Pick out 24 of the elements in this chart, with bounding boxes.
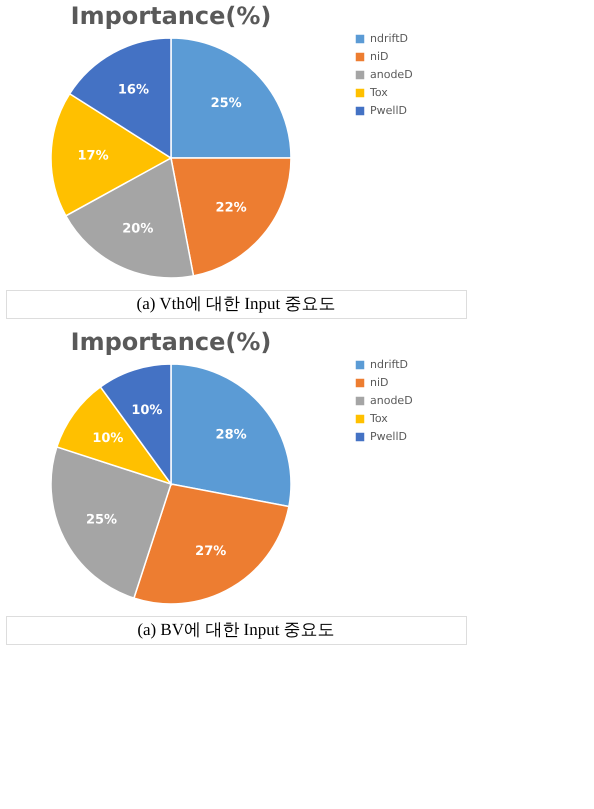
legend-label: niD: [370, 50, 388, 63]
legend-label: PwellD: [370, 104, 407, 117]
data-label: 17%: [77, 148, 109, 164]
legend-label: niD: [370, 376, 388, 389]
data-label: 16%: [118, 82, 149, 98]
legend-label: PwellD: [370, 430, 407, 443]
legend-label: ndriftD: [370, 32, 408, 45]
data-label: 25%: [210, 96, 242, 111]
text: (a) Vth에 대한 Input 중요도: [136, 294, 336, 313]
data-label: 28%: [216, 427, 247, 442]
data-label: 10%: [92, 431, 124, 446]
legend-label: anodeD: [370, 394, 413, 407]
data-label: 25%: [86, 512, 118, 528]
chart-title: Importance(%): [70, 328, 272, 356]
legend-label: anodeD: [370, 68, 413, 81]
data-label: 20%: [122, 222, 154, 237]
data-label: 22%: [216, 200, 247, 216]
data-label: 10%: [131, 402, 162, 418]
text: (a) BV에 대한 Input 중요도: [137, 620, 335, 639]
legend-label: ndriftD: [370, 358, 408, 371]
legend-label: Tox: [369, 86, 388, 99]
chart-title: Importance(%): [70, 2, 272, 30]
data-label: 27%: [195, 544, 226, 560]
legend-label: Tox: [369, 412, 388, 425]
